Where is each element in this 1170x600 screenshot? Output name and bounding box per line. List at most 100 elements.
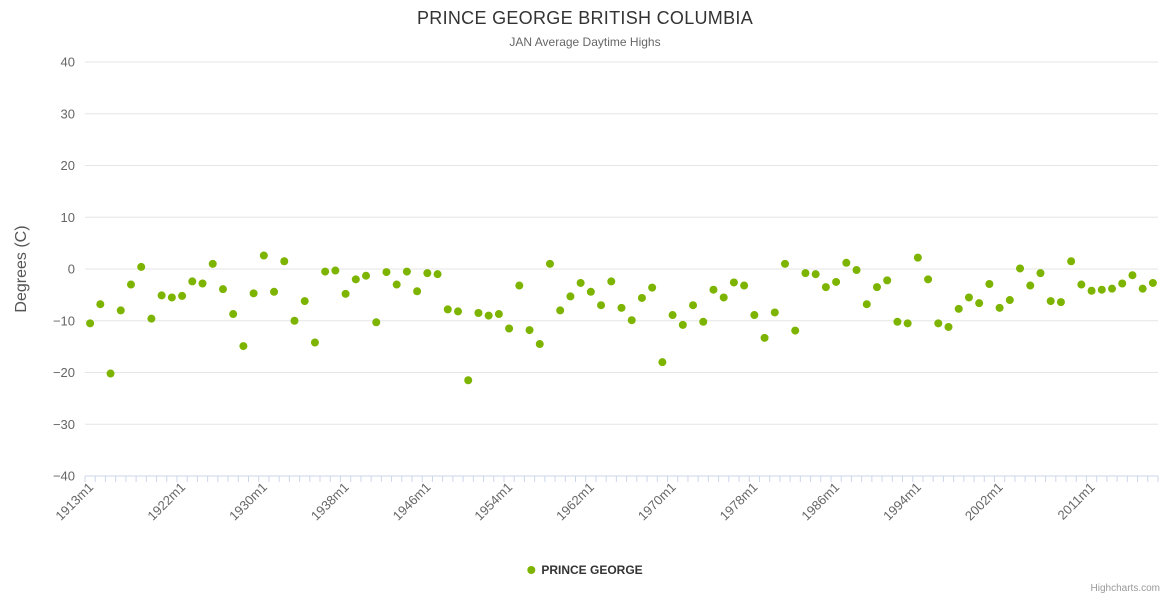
data-point[interactable] (106, 369, 115, 378)
data-point[interactable] (832, 277, 841, 286)
data-point[interactable] (474, 308, 483, 317)
data-point[interactable] (586, 287, 595, 296)
data-point[interactable] (1056, 298, 1065, 307)
data-point[interactable] (290, 316, 299, 325)
data-point[interactable] (852, 266, 861, 275)
data-point[interactable] (1138, 284, 1147, 293)
data-point[interactable] (924, 275, 933, 284)
data-point[interactable] (658, 358, 667, 367)
data-point[interactable] (1046, 297, 1055, 306)
data-point[interactable] (934, 319, 943, 328)
data-point[interactable] (147, 314, 156, 323)
data-point[interactable] (1026, 281, 1035, 290)
data-point[interactable] (556, 306, 565, 315)
data-point[interactable] (494, 310, 503, 319)
data-point[interactable] (535, 340, 544, 349)
data-point[interactable] (709, 285, 718, 294)
data-point[interactable] (505, 324, 514, 333)
data-point[interactable] (423, 269, 432, 278)
data-point[interactable] (208, 259, 217, 268)
data-point[interactable] (964, 293, 973, 302)
data-point[interactable] (566, 292, 575, 301)
data-point[interactable] (249, 289, 258, 298)
data-point[interactable] (648, 283, 657, 292)
data-point[interactable] (443, 305, 452, 314)
data-point[interactable] (954, 304, 963, 313)
data-point[interactable] (198, 279, 207, 288)
data-point[interactable] (862, 300, 871, 309)
data-point[interactable] (1005, 296, 1014, 305)
data-point[interactable] (1087, 286, 1096, 295)
data-point[interactable] (913, 253, 922, 262)
data-point[interactable] (760, 333, 769, 342)
data-point[interactable] (259, 251, 268, 260)
data-point[interactable] (719, 293, 728, 302)
data-point[interactable] (689, 301, 698, 310)
data-point[interactable] (280, 257, 289, 266)
data-point[interactable] (382, 268, 391, 277)
data-point[interactable] (116, 306, 125, 315)
data-point[interactable] (1016, 264, 1025, 273)
data-point[interactable] (944, 322, 953, 331)
legend-item[interactable]: PRINCE GEORGE (527, 563, 643, 577)
data-point[interactable] (975, 299, 984, 308)
data-point[interactable] (351, 275, 360, 284)
data-point[interactable] (597, 301, 606, 310)
data-point[interactable] (433, 270, 442, 279)
data-point[interactable] (801, 269, 810, 278)
data-point[interactable] (545, 259, 554, 268)
data-point[interactable] (310, 338, 319, 347)
data-point[interactable] (883, 276, 892, 285)
data-point[interactable] (1097, 285, 1106, 294)
data-point[interactable] (903, 319, 912, 328)
data-point[interactable] (188, 277, 197, 286)
data-point[interactable] (178, 291, 187, 300)
data-point[interactable] (341, 289, 350, 298)
data-point[interactable] (300, 297, 309, 306)
data-point[interactable] (1067, 257, 1076, 266)
data-point[interactable] (842, 258, 851, 267)
data-point[interactable] (627, 316, 636, 325)
data-point[interactable] (576, 278, 585, 287)
data-point[interactable] (372, 318, 381, 327)
data-point[interactable] (96, 300, 105, 309)
data-point[interactable] (668, 311, 677, 320)
data-point[interactable] (270, 287, 279, 296)
data-point[interactable] (402, 267, 411, 276)
data-point[interactable] (362, 271, 371, 280)
data-point[interactable] (484, 311, 493, 320)
data-point[interactable] (137, 262, 146, 271)
data-point[interactable] (1118, 279, 1127, 288)
data-point[interactable] (229, 310, 238, 319)
data-point[interactable] (607, 277, 616, 286)
data-point[interactable] (872, 283, 881, 292)
data-point[interactable] (821, 283, 830, 292)
data-point[interactable] (239, 342, 248, 351)
data-point[interactable] (893, 317, 902, 326)
data-point[interactable] (157, 291, 166, 300)
data-point[interactable] (791, 326, 800, 335)
data-point[interactable] (1108, 284, 1117, 293)
data-point[interactable] (167, 293, 176, 302)
data-point[interactable] (126, 280, 135, 289)
data-point[interactable] (86, 319, 95, 328)
data-point[interactable] (617, 303, 626, 312)
data-point[interactable] (740, 281, 749, 290)
data-point[interactable] (525, 326, 534, 335)
data-point[interactable] (321, 267, 330, 276)
data-point[interactable] (1077, 280, 1086, 289)
data-point[interactable] (392, 280, 401, 289)
data-point[interactable] (985, 280, 994, 289)
highcharts-credit-link[interactable]: Highcharts.com (1090, 583, 1160, 594)
data-point[interactable] (770, 308, 779, 317)
data-point[interactable] (1128, 271, 1137, 280)
data-point[interactable] (811, 270, 820, 279)
data-point[interactable] (331, 266, 340, 275)
data-point[interactable] (995, 303, 1004, 312)
data-point[interactable] (729, 278, 738, 287)
data-point[interactable] (464, 376, 473, 385)
data-point[interactable] (678, 320, 687, 329)
data-point[interactable] (1036, 269, 1045, 278)
data-point[interactable] (218, 285, 227, 294)
data-point[interactable] (515, 281, 524, 290)
